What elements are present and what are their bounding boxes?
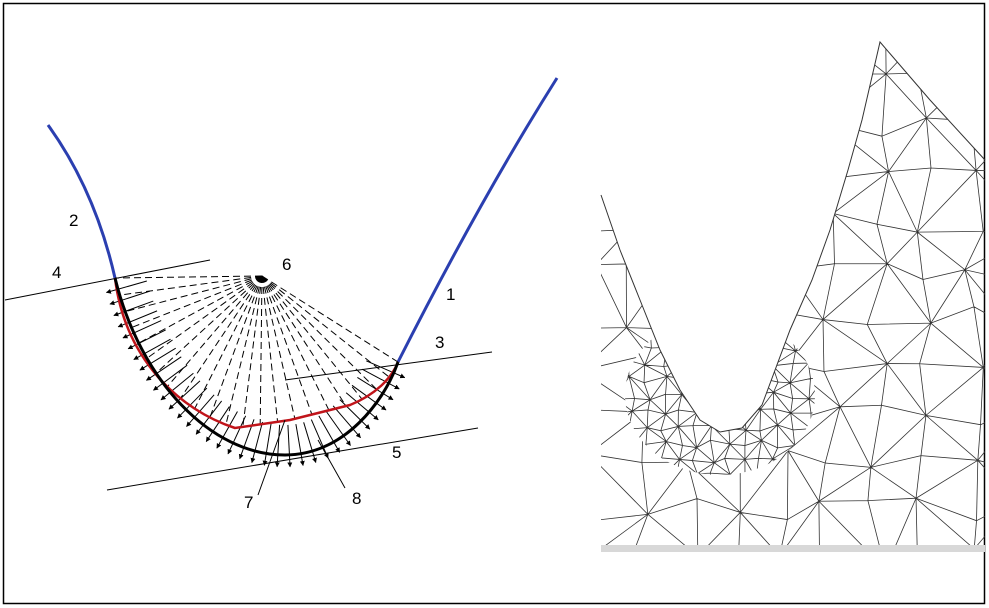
ray [260,276,262,424]
ray [262,276,295,419]
arrow [277,425,279,467]
line-5 [107,428,478,490]
frame [4,4,985,604]
blue-flank-right [398,78,557,362]
dashed-rays [115,276,398,427]
ray [118,276,262,295]
label: 5 [392,443,401,462]
label: 3 [435,333,444,352]
label: 7 [244,493,253,512]
figure: 1 2 3 4 5 6 7 8 [0,0,989,608]
line-4 [5,260,210,300]
mesh-elements [578,19,989,608]
ray [136,276,262,345]
arrow [296,424,303,465]
arrow [110,291,150,304]
label: 2 [69,211,78,230]
fine-bg [600,300,840,480]
arrow [252,422,263,463]
tooth-diagram: 1 2 3 4 5 6 7 8 [5,78,557,512]
ray [262,276,346,406]
leader-8 [318,440,345,488]
fine-mesh [597,297,844,496]
label: 4 [52,263,61,282]
scrollbar [601,545,985,552]
arrow [311,420,328,459]
ray [262,276,362,399]
normal-arrows [106,281,404,467]
label: 1 [446,285,455,304]
ray [210,276,262,417]
ray [195,276,262,409]
leader-7 [258,420,285,495]
fe-mesh [578,19,989,608]
arrow [264,424,271,465]
arrow [106,281,146,292]
ray [115,276,262,278]
ray [145,276,262,360]
arrow [288,425,290,467]
ray [262,276,329,410]
ray [262,276,398,362]
label: 6 [282,255,291,274]
ray [243,276,262,427]
ray [262,276,377,390]
blue-flank-left [48,125,115,278]
label: 8 [352,489,361,508]
black-curve [115,278,398,455]
